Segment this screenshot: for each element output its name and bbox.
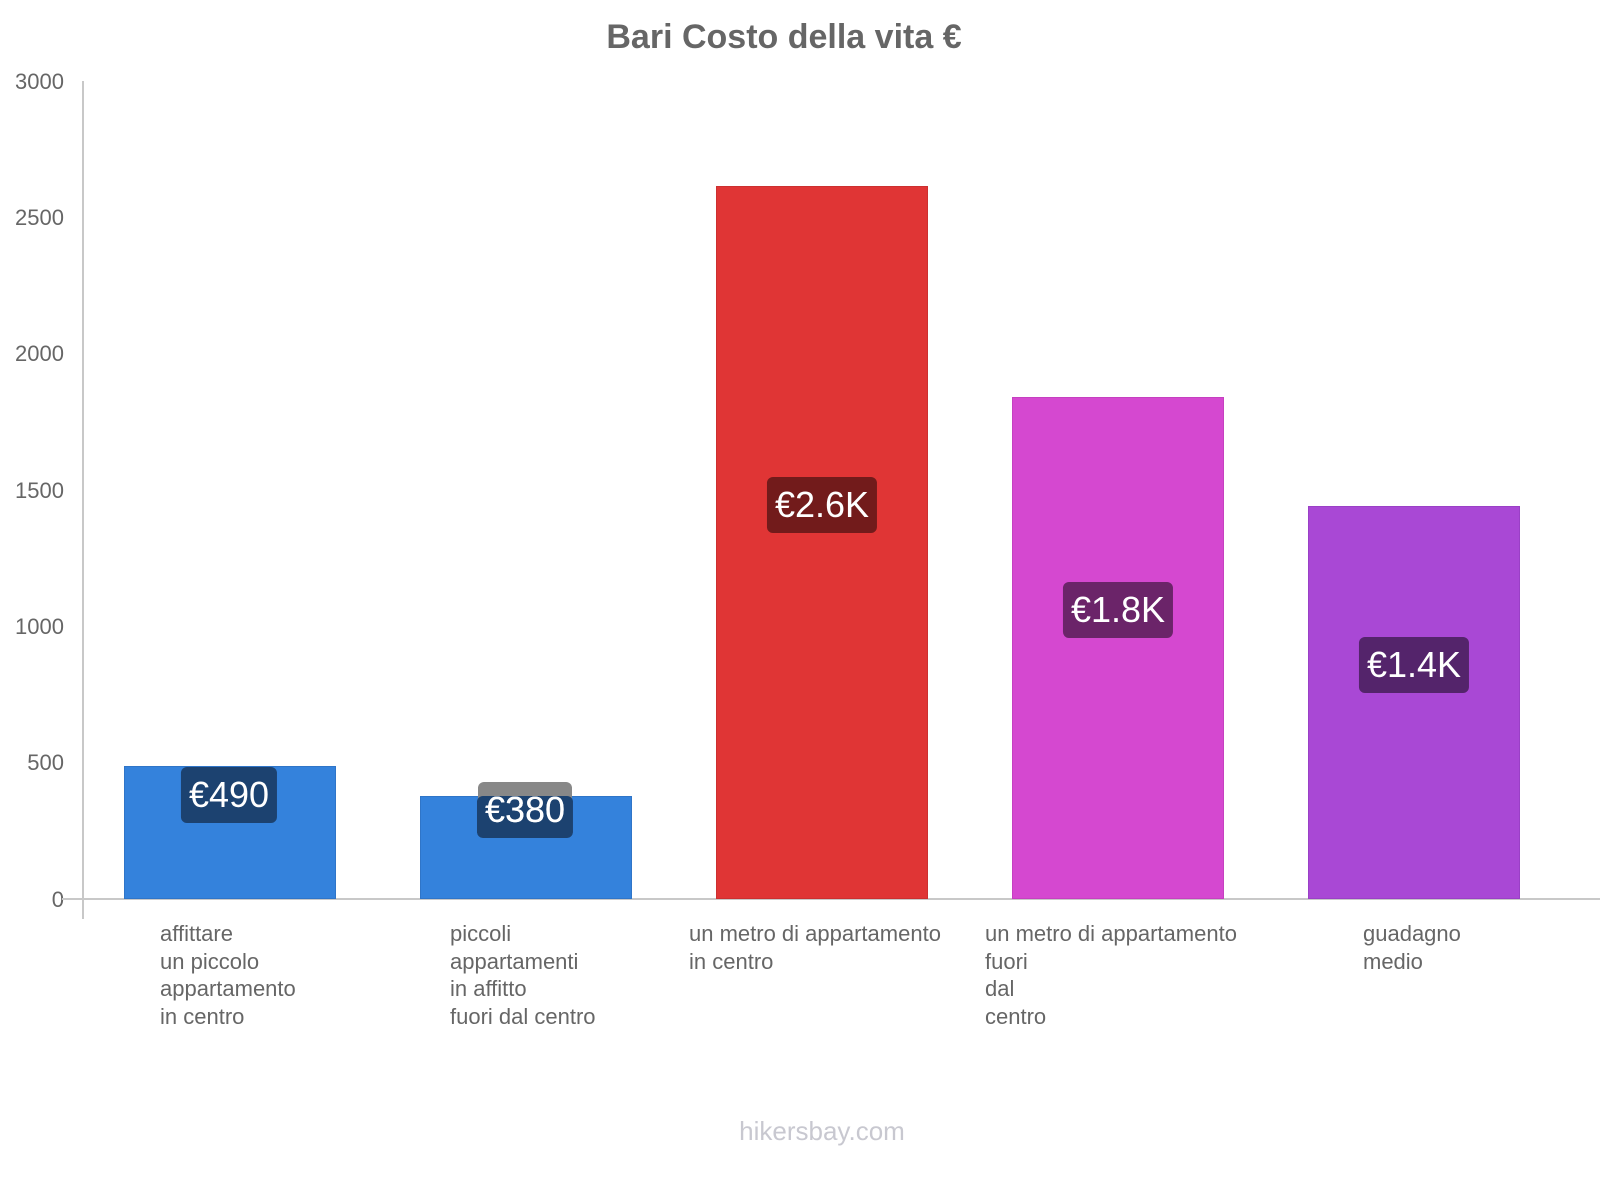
y-tick-label: 1000 bbox=[15, 614, 64, 639]
x-tick-label: affittare un piccolo appartamento in cen… bbox=[160, 921, 296, 1029]
x-tick-label: un metro di appartamento fuori dal centr… bbox=[985, 921, 1237, 1029]
data-label: €490 bbox=[180, 767, 278, 823]
x-tick-label: guadagno medio bbox=[1363, 921, 1461, 974]
watermark: hikersbay.com bbox=[739, 1116, 905, 1146]
y-tick-label: 2500 bbox=[15, 205, 64, 230]
y-tick-label: 2000 bbox=[15, 341, 64, 366]
data-label: €2.6K bbox=[766, 477, 878, 533]
y-tick-label: 0 bbox=[51, 887, 64, 912]
x-tick-label: un metro di appartamento in centro bbox=[689, 921, 941, 974]
data-label: €1.4K bbox=[1358, 637, 1470, 693]
bar-sqm-apartment-outside-center[interactable] bbox=[1012, 397, 1224, 899]
data-label: €380 bbox=[476, 796, 574, 838]
data-label: €1.8K bbox=[1062, 582, 1174, 638]
y-tick-label: 1500 bbox=[15, 478, 64, 503]
bar-sqm-apartment-center[interactable] bbox=[716, 186, 928, 899]
data-label-text: €380 bbox=[484, 789, 566, 830]
x-tick-label: piccoli appartamenti in affitto fuori da… bbox=[450, 921, 596, 1029]
y-tick-label: 500 bbox=[27, 750, 64, 775]
y-axis-line bbox=[82, 81, 84, 919]
chart-title: Bari Costo della vita € bbox=[606, 18, 962, 56]
y-tick-label: 3000 bbox=[15, 69, 64, 94]
x-axis-line bbox=[62, 898, 1600, 900]
bar-average-salary[interactable] bbox=[1308, 506, 1520, 899]
